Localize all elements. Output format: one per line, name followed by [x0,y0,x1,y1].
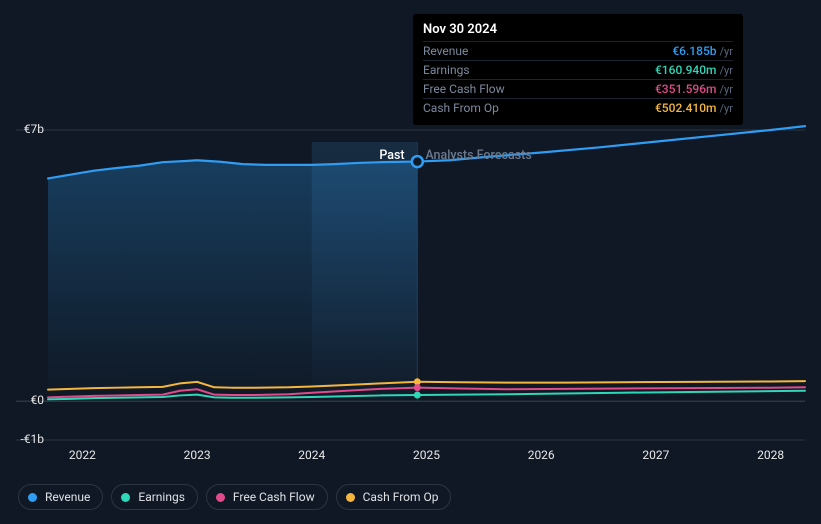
tooltip-row-value: €351.596m [655,82,717,96]
tooltip-row: Earnings €160.940m/yr [423,60,733,79]
tooltip-row-value: €6.185b [672,44,716,58]
legend-dot [346,493,355,502]
legend-dot [121,493,130,502]
forecast-label: Analysts Forecasts [425,148,531,163]
tooltip-row-unit: /yr [720,83,733,96]
y-tick-label: €0 [4,393,44,407]
legend-item-revenue[interactable]: Revenue [18,484,103,510]
tooltip-row: Cash From Op €502.410m/yr [423,98,733,117]
tooltip-row-unit: /yr [720,102,733,115]
tooltip-row-label: Earnings [423,63,470,77]
legend-dot [216,493,225,502]
legend-label: Cash From Op [363,490,439,504]
legend-item-earnings[interactable]: Earnings [111,484,198,510]
x-tick-label: 2023 [184,448,211,462]
chart-container: €7b €0 -€1b 2022 2023 2024 2025 2026 2027 2028 P… [0,0,821,524]
y-tick-label: €7b [4,122,44,136]
x-tick-label: 2022 [69,448,96,462]
tooltip-row-unit: /yr [720,45,733,58]
chart-tooltip: Nov 30 2024 Revenue €6.185b/yr Earnings €16… [413,14,743,125]
legend-label: Earnings [138,490,185,504]
x-tick-label: 2025 [413,448,440,462]
tooltip-row-label: Free Cash Flow [423,82,505,96]
x-tick-label: 2027 [642,448,669,462]
legend-dot [28,493,37,502]
tooltip-row-label: Revenue [423,44,468,58]
legend-label: Free Cash Flow [233,490,315,504]
tooltip-row-value: €502.410m [655,101,717,115]
tooltip-row: Free Cash Flow €351.596m/yr [423,79,733,98]
legend-label: Revenue [45,490,90,504]
y-tick-label: -€1b [4,432,44,446]
past-label: Past [379,148,404,163]
tooltip-row: Revenue €6.185b/yr [423,41,733,60]
tooltip-row-unit: /yr [720,64,733,77]
x-tick-label: 2024 [298,448,325,462]
tooltip-row-value: €160.940m [655,63,717,77]
legend-item-free-cash-flow[interactable]: Free Cash Flow [206,484,328,510]
legend-bar: Revenue Earnings Free Cash Flow Cash From O… [18,484,451,510]
legend-item-cash-from-op[interactable]: Cash From Op [336,484,452,510]
x-tick-label: 2028 [757,448,784,462]
tooltip-date: Nov 30 2024 [423,22,733,37]
tooltip-row-label: Cash From Op [423,101,499,115]
x-tick-label: 2026 [528,448,555,462]
